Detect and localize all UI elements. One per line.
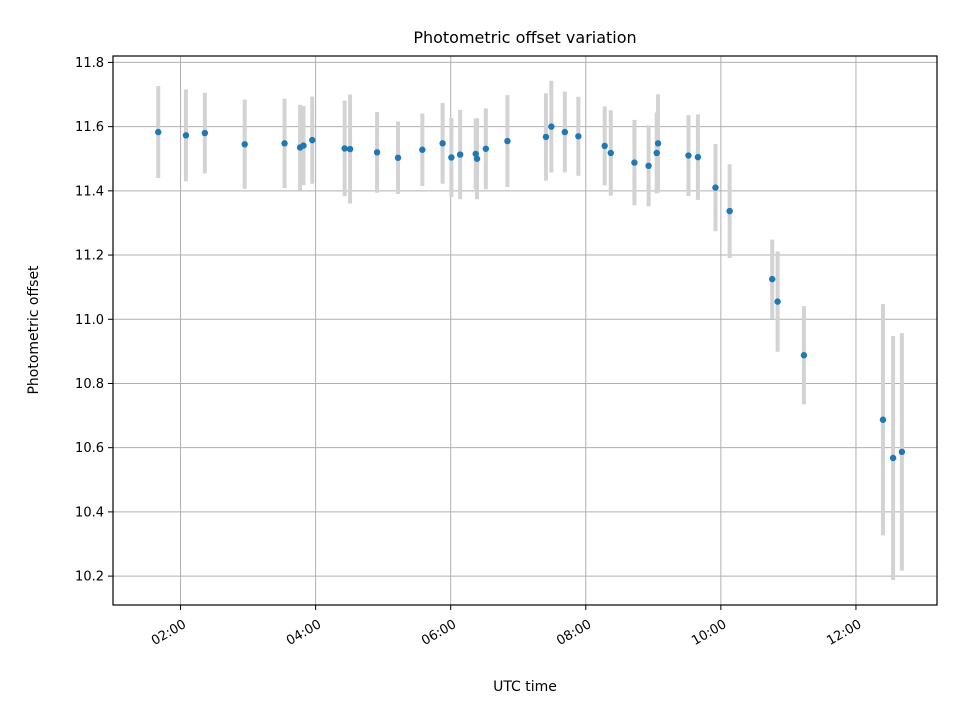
y-tick-label: 11.2 — [75, 249, 104, 264]
data-point — [473, 155, 481, 162]
data-point — [542, 133, 550, 141]
data-point — [653, 149, 660, 157]
data-point — [694, 153, 702, 161]
y-tick-label: 11.6 — [75, 120, 104, 135]
y-tick-label: 10.6 — [75, 441, 104, 456]
y-tick-label: 10.8 — [75, 377, 104, 392]
data-point — [419, 146, 426, 153]
data-point — [726, 207, 733, 215]
data-point — [482, 145, 490, 152]
data-point — [685, 152, 692, 159]
y-tick-label: 11.4 — [75, 184, 104, 199]
data-point — [548, 123, 555, 130]
y-tick-label: 10.4 — [75, 505, 104, 520]
data-point — [456, 151, 464, 158]
data-point — [309, 136, 316, 144]
x-axis-label: UTC time — [493, 679, 557, 695]
data-point — [241, 141, 248, 148]
data-point — [601, 142, 608, 150]
data-point — [300, 142, 307, 149]
data-point — [373, 149, 381, 156]
data-point — [898, 448, 906, 456]
data-point — [645, 162, 652, 169]
data-point — [182, 132, 190, 139]
data-point — [607, 149, 614, 157]
data-point — [394, 154, 402, 161]
y-axis-label: Photometric offset — [26, 265, 42, 395]
data-point — [879, 416, 887, 423]
data-point — [712, 184, 719, 191]
data-point — [155, 128, 162, 136]
data-point — [800, 352, 808, 359]
data-point — [769, 275, 776, 283]
data-point — [889, 454, 897, 462]
data-point — [631, 159, 638, 166]
data-point — [346, 145, 354, 153]
data-point — [561, 128, 569, 136]
data-point — [774, 298, 781, 305]
data-point — [281, 140, 288, 147]
data-point — [575, 133, 582, 140]
data-points — [155, 123, 906, 462]
data-point — [448, 154, 455, 161]
plot-frame — [112, 55, 938, 606]
y-tick-label: 10.2 — [75, 570, 104, 585]
data-point — [341, 145, 348, 152]
chart-title: Photometric offset variation — [413, 28, 636, 47]
y-tick-label: 11.8 — [75, 56, 104, 71]
data-point — [472, 150, 479, 158]
data-point — [201, 129, 209, 137]
data-point — [504, 137, 511, 145]
y-tick-label: 11.0 — [75, 313, 104, 328]
data-point — [439, 140, 446, 147]
data-point — [654, 140, 662, 147]
